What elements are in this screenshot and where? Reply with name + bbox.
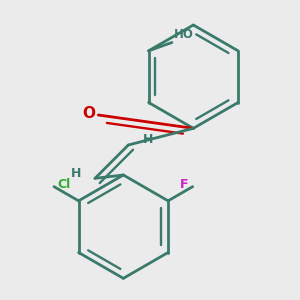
- Text: H: H: [70, 167, 81, 180]
- Text: F: F: [180, 178, 189, 191]
- Text: HO: HO: [174, 28, 194, 41]
- Text: O: O: [82, 106, 95, 121]
- Text: Cl: Cl: [57, 178, 70, 191]
- Text: H: H: [143, 134, 154, 146]
